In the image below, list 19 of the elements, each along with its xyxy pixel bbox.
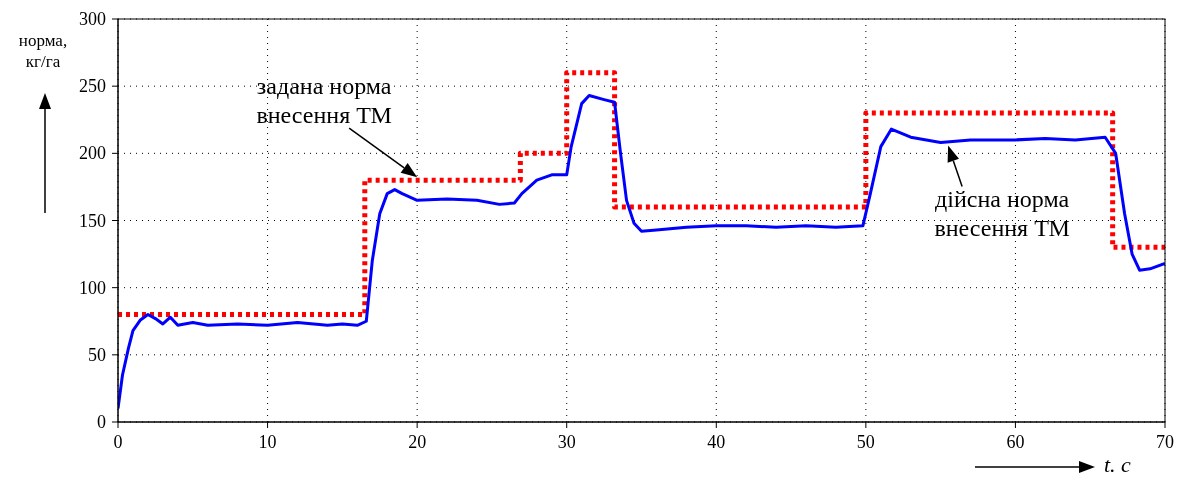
- y-axis-title: норма, кг/га: [17, 30, 69, 72]
- annotation: задана норма внесення ТМ: [255, 72, 393, 131]
- y-tick-label: 250: [79, 76, 106, 97]
- y-tick-label: 150: [79, 210, 106, 231]
- annotation: дійсна норма внесення ТМ: [933, 184, 1071, 243]
- y-tick-label: 0: [97, 412, 106, 432]
- y-tick-label: 200: [79, 143, 106, 164]
- x-tick-label: 40: [707, 432, 726, 452]
- x-tick-label: 20: [408, 432, 427, 452]
- x-tick-label: 10: [258, 432, 277, 452]
- x-tick-label: 50: [856, 432, 875, 452]
- x-tick-label: 30: [557, 432, 576, 452]
- x-tick-label: 70: [1156, 432, 1174, 452]
- x-tick-label: 60: [1006, 432, 1025, 452]
- y-tick-label: 300: [79, 9, 106, 29]
- x-axis-title: t. c: [1104, 452, 1131, 478]
- x-tick-label: 0: [113, 432, 123, 452]
- y-tick-label: 50: [88, 344, 106, 365]
- y-tick-label: 100: [79, 277, 106, 298]
